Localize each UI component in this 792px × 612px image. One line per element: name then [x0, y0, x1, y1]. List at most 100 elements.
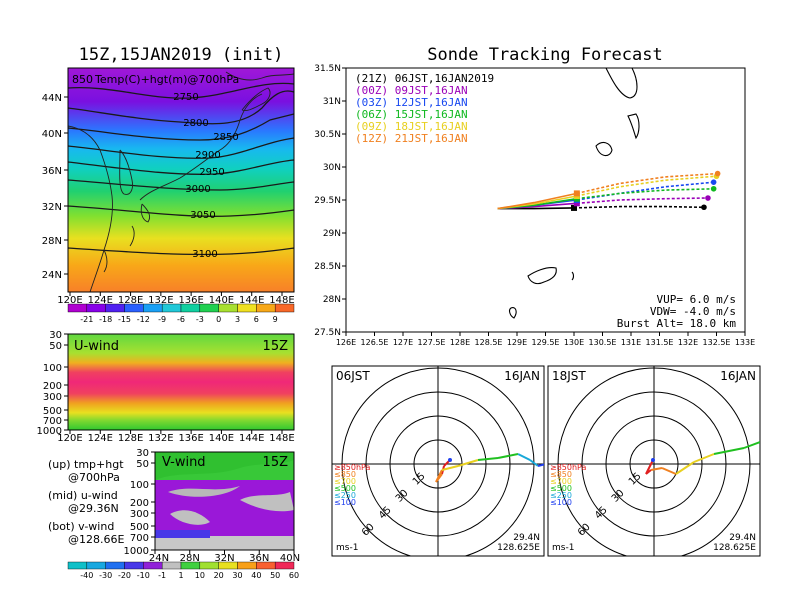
colorbar-swatch — [105, 303, 125, 313]
left-title: 15Z,15JAN2019 (init) — [79, 45, 284, 65]
hodograph-rings — [332, 366, 544, 556]
tracking-chart: 27.5N 28N 28.5N 29N 29.5N 30N 30.5N 31N 31.5N 12… — [314, 64, 755, 347]
contour-label: 3050 — [190, 210, 215, 221]
map-lon-label: 148E — [269, 295, 294, 306]
tracking-lon-label: 128E — [450, 338, 470, 347]
trajectory-segment — [650, 467, 663, 471]
colorbar-swatch — [199, 303, 219, 313]
legend-entry-1: (00Z) 09JST,16JAN — [355, 84, 468, 97]
tracking-lon-label: 128.5E — [475, 338, 503, 347]
v-wind-lat-ticks: 24N 28N 32N 36N 40N — [149, 550, 300, 564]
trajectory-segment — [772, 444, 778, 454]
u-wind-frame — [67, 333, 295, 431]
tracking-lon-label: 133E — [735, 338, 755, 347]
v-wind-shading — [155, 452, 294, 550]
legend-mid-2: @29.36N — [68, 502, 119, 515]
legend-entry-3: (06Z) 15JST,16JAN — [355, 108, 468, 121]
island-outline — [527, 267, 557, 285]
colorbar-swatch — [237, 561, 257, 570]
pressure-legend-entry: ≤500 — [550, 484, 572, 493]
track-landing-point — [701, 204, 707, 211]
tracking-series — [497, 170, 721, 211]
track-waypoint-marker — [573, 200, 580, 207]
colorbar-swatch — [143, 303, 163, 313]
pressure-legend-entry: ≤850 — [334, 470, 356, 479]
contour-labels: 2750 2800 2850 2900 2950 3000 3050 3100 — [173, 92, 238, 260]
tracking-lat-label: 29.5N — [314, 196, 341, 206]
v-wind-lat-label: 40N — [280, 553, 300, 564]
track-line-5 — [497, 192, 578, 210]
u-wind-pressure-label: 30 — [49, 330, 62, 341]
u-wind-pressure-label: 1000 — [37, 426, 62, 437]
v-wind-pressure-label: 500 — [130, 522, 149, 533]
track-landing-point — [710, 179, 717, 185]
map-lon-label: 128E — [118, 295, 143, 306]
colorbar-swatch — [124, 303, 144, 313]
hodograph-lat: 29.4N — [729, 533, 756, 543]
legend-entry-5: (12Z) 21JST,16JAN — [355, 132, 468, 145]
map-lat-ticks: 44N 40N 36N 32N 28N 24N — [42, 93, 68, 281]
hodograph-units: ms-1 — [552, 543, 574, 553]
v-wind-label: V-wind — [162, 455, 206, 470]
map-frame — [67, 67, 295, 293]
trajectory-segment — [743, 441, 760, 449]
trajectory-segment — [435, 469, 443, 483]
track-dashed-line-1 — [576, 197, 708, 205]
tracking-lon-label: 129E — [507, 338, 527, 347]
v-wind-time: 15Z — [263, 455, 289, 470]
colorbar-label: -1 — [158, 571, 166, 580]
u-wind-lon-label: 136E — [178, 433, 203, 444]
colorbar-label: -40 — [80, 571, 93, 580]
map-label: Temp(C)+hgt(m)@700hPa — [94, 73, 239, 86]
v-wind-lat-label: 28N — [180, 553, 200, 564]
tracking-lat-label: 31.5N — [314, 64, 341, 74]
coastlines — [68, 71, 294, 292]
map-lat-label: 40N — [42, 129, 62, 140]
contour-line — [68, 137, 294, 159]
tracking-lon-ticks: 126E 126.5E 127E 127.5E 128E 128.5E 129E 129.5E… — [336, 332, 755, 347]
colorbar-label: 40 — [251, 571, 261, 580]
legend-mid-1: (mid) u-wind — [48, 489, 118, 502]
trajectory-segment — [661, 467, 677, 475]
taiwan — [103, 249, 108, 273]
map-lat-label: 36N — [42, 166, 62, 177]
pressure-legend-entry: ≤250 — [550, 491, 572, 500]
colorbar-swatch — [124, 561, 144, 570]
tracking-lon-label: 130.5E — [589, 338, 617, 347]
colorbar-label: 60 — [289, 571, 299, 580]
tracking-lon-label: 132E — [678, 338, 698, 347]
colorbar-label: -15 — [118, 315, 131, 324]
colorbar-swatch — [274, 303, 295, 313]
map-lon-label: 136E — [178, 295, 203, 306]
colorbar-swatch — [256, 303, 276, 313]
colorbar-label: -18 — [99, 315, 112, 324]
burst-alt-value: Burst Alt= 18.0 km — [617, 317, 737, 330]
u-wind-pressure-label: 50 — [49, 341, 62, 352]
colorbar-swatch — [105, 561, 125, 570]
trajectory-segment — [537, 463, 544, 467]
u-wind-lon-label: 120E — [57, 433, 82, 444]
colorbar-swatch — [237, 303, 257, 313]
u-wind-lon-label: 144E — [239, 433, 264, 444]
tracking-lat-label: 27.5N — [314, 328, 341, 338]
colorbar-label: 3 — [235, 315, 240, 324]
legend-up-2: @700hPa — [68, 471, 120, 484]
u-wind-pressure-label: 200 — [43, 381, 62, 392]
contour-line — [68, 179, 294, 191]
tracking-lat-label: 29N — [323, 229, 341, 239]
v-wind-lat-label: 24N — [149, 553, 169, 564]
trajectory-segment — [517, 453, 531, 461]
track-dashed-line-4 — [576, 175, 717, 197]
track-dashed-line-0 — [573, 205, 705, 209]
map-lon-ticks: 120E 124E 128E 132E 136E 140E 144E 148E — [57, 292, 295, 306]
colorbar-swatch — [161, 303, 182, 313]
colorbar-swatch — [274, 561, 295, 570]
v-wind-neutral-region — [170, 510, 210, 525]
tracking-lat-label: 28.5N — [314, 262, 341, 272]
tracking-lon-label: 131E — [621, 338, 641, 347]
island-outline — [509, 307, 517, 319]
